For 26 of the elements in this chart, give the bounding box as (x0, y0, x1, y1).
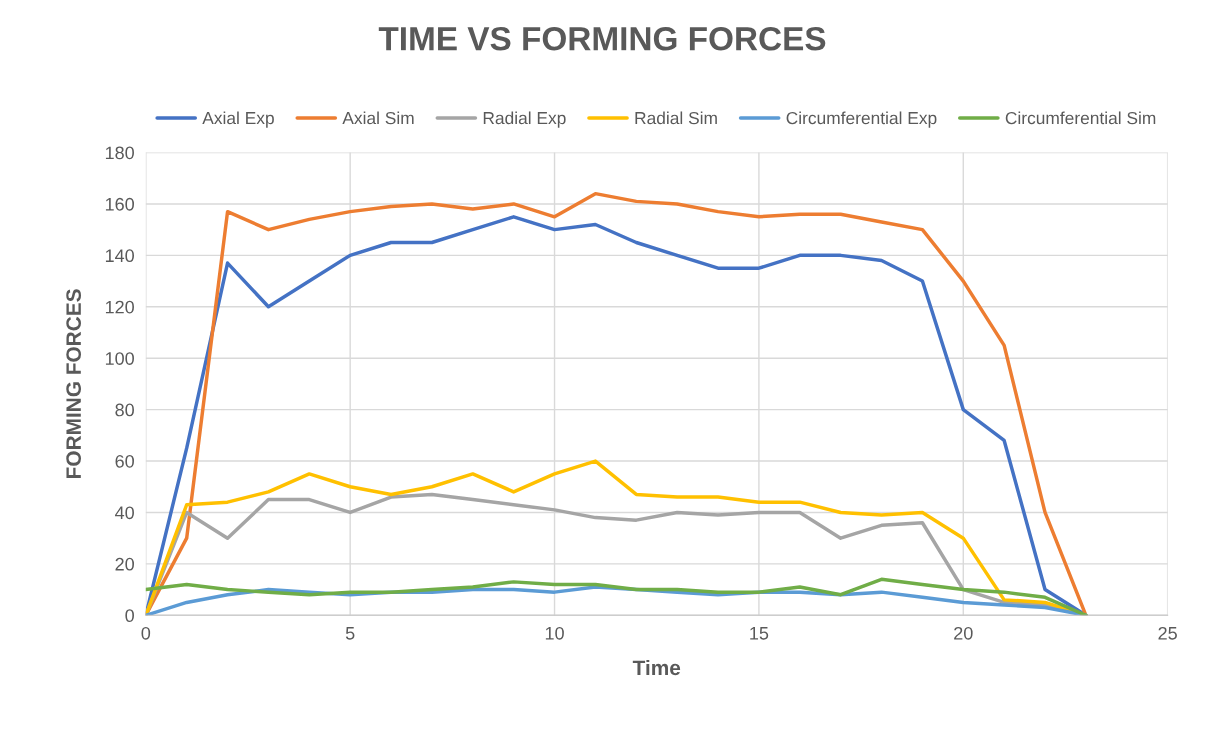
legend-label: Axial Exp (202, 111, 274, 128)
legend-label: Radial Sim (635, 111, 717, 125)
legend-label: Circumferential Exp (786, 111, 937, 128)
y-tick-label: 140 (105, 249, 134, 263)
y-tick-label: 60 (115, 454, 134, 468)
x-tick-label: 5 (345, 627, 355, 640)
legend-label: Radial Exp (483, 111, 566, 128)
x-tick-label: 15 (750, 627, 769, 640)
y-tick-label: 20 (115, 557, 134, 571)
x-tick-label: 0 (141, 626, 151, 640)
y-tick-label: 180 (105, 146, 134, 160)
y-tick-label: 120 (105, 300, 134, 314)
y-axis-title: FORMING FORCES (66, 289, 82, 478)
x-tick-label: 25 (1158, 626, 1177, 640)
y-tick-label: 0 (125, 609, 134, 623)
y-tick-label: 80 (115, 403, 134, 417)
chart-title: TIME VS FORMING FORCES (378, 26, 826, 51)
line-series (145, 577, 1088, 616)
legend-label: Axial Sim (342, 111, 414, 125)
x-axis-title: Time (632, 659, 681, 676)
x-tick-label: 20 (954, 626, 973, 640)
y-tick-label: 100 (105, 352, 134, 365)
legend-label: Circumferential Sim (1005, 111, 1156, 125)
x-tick-label: 10 (545, 626, 564, 640)
y-tick-label: 40 (115, 506, 134, 520)
y-tick-label: 160 (105, 197, 134, 211)
